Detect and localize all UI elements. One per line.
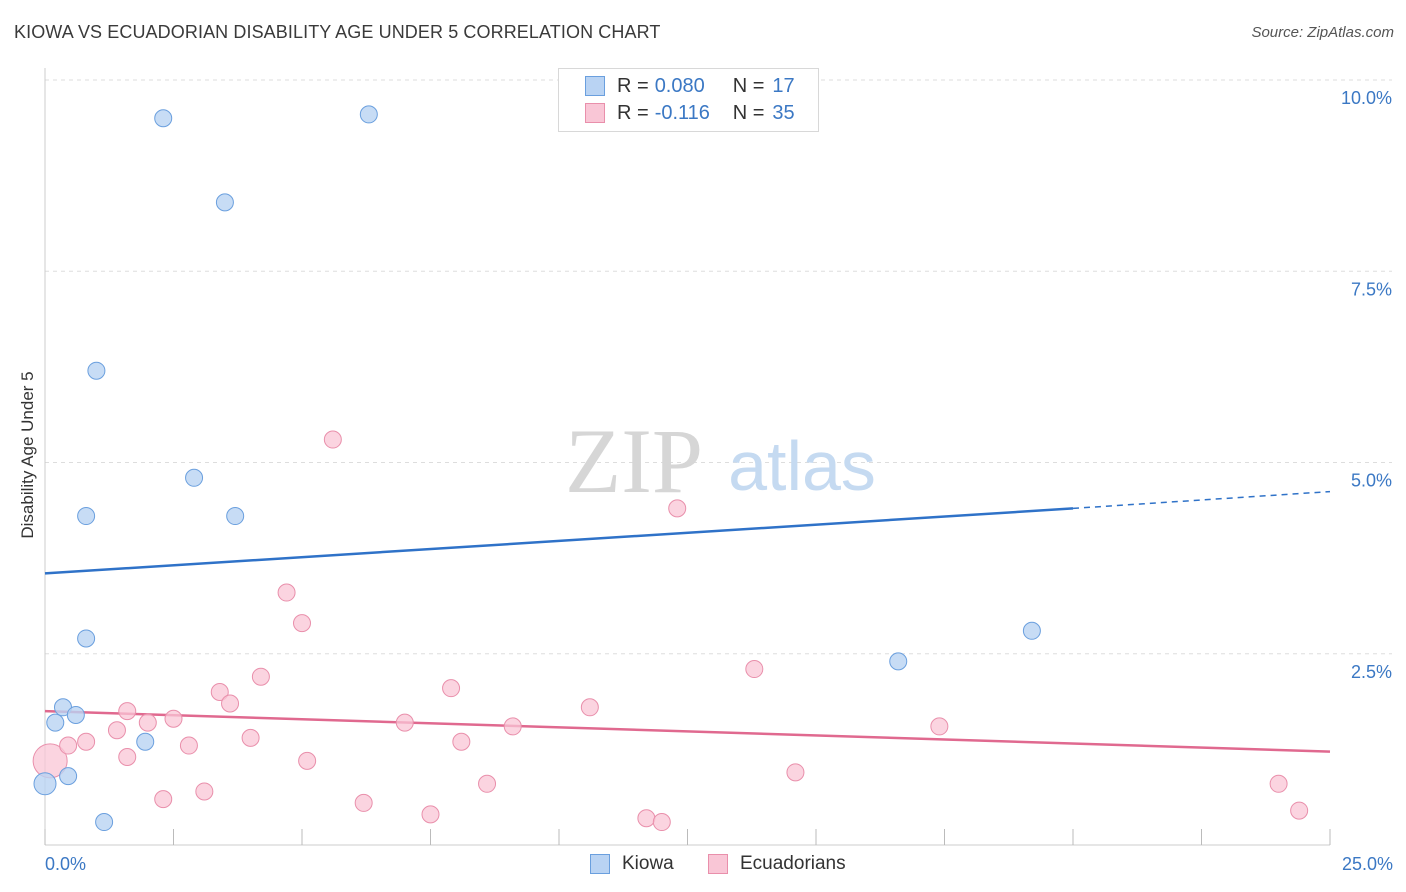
legend-r-value: 0.080 [654, 74, 705, 97]
ecuadorian-point [1269, 774, 1288, 793]
source-credit: Source: ZipAtlas.com [1251, 24, 1394, 41]
bottom-legend-label-kiowa: Kiowa [622, 853, 674, 874]
x-tick-label: 25.0% [1342, 854, 1393, 874]
kiowa-point [359, 105, 378, 124]
chart-title: KIOWA VS ECUADORIAN DISABILITY AGE UNDER… [14, 22, 661, 42]
ecuadorian-point [442, 679, 461, 698]
stats-legend: R = 0.080 N = 17 R = -0.116 N = 35 [558, 68, 819, 132]
ecuadorian-point [668, 499, 687, 518]
kiowa-trend-extension [1072, 490, 1331, 510]
ecuadorian-point [293, 614, 311, 633]
y-tick-label: 7.5% [1351, 279, 1392, 299]
kiowa-point [46, 713, 65, 732]
ecuadorian-point [59, 736, 78, 755]
kiowa-trend-line [44, 507, 1074, 575]
kiowa-point [185, 468, 204, 487]
ecuadorian-point [118, 748, 137, 767]
kiowa-point [59, 767, 78, 786]
legend-n-value: 35 [772, 101, 795, 124]
legend-swatch-kiowa [585, 76, 605, 96]
legend-row-ecuadorians: R = -0.116 N = 35 [585, 101, 795, 125]
legend-n-label: N = [732, 74, 765, 97]
legend-n-value: 17 [772, 74, 795, 97]
ecuadorian-point [503, 717, 522, 736]
tick-label-layer: 2.5% 5.0% 7.5% 10.0% 0.0% 25.0% [45, 88, 1393, 874]
legend-r-value: -0.116 [654, 101, 710, 124]
kiowa-point [215, 193, 234, 212]
ecuadorian-point [179, 736, 198, 755]
ecuadorian-point [118, 702, 137, 721]
bottom-legend-kiowa: Kiowa [590, 852, 674, 876]
bottom-legend-label-ecuadorians: Ecuadorians [740, 853, 846, 874]
kiowa-point [33, 772, 57, 796]
ecuadorian-point [298, 751, 317, 770]
ecuadorian-point [421, 805, 440, 824]
y-tick-label: 2.5% [1351, 662, 1392, 682]
bottom-legend-swatch-ecuadorians [708, 854, 728, 874]
ecuadorian-point [1290, 801, 1309, 820]
bottom-legend-ecuadorians: Ecuadorians [708, 852, 846, 876]
ecuadorian-point [323, 430, 342, 449]
kiowa-point [226, 507, 245, 526]
ecuadorian-point [637, 809, 656, 828]
points-layer [32, 105, 1309, 832]
ecuadorian-point [251, 667, 270, 686]
legend-r-label: R = [617, 101, 649, 124]
ecuadorian-point [652, 813, 671, 832]
grid-layer [45, 79, 1392, 655]
ecuadorian-point [580, 698, 599, 717]
legend-n-label: N = [732, 101, 765, 124]
kiowa-point [77, 507, 96, 526]
ecuadorian-point [210, 683, 229, 701]
ecuadorian-point [745, 660, 764, 679]
watermark-atlas: atlas [728, 427, 876, 505]
trend-layer [44, 490, 1331, 753]
kiowa-point [66, 705, 85, 724]
ecuadorian-point [154, 790, 173, 809]
ecuadorian-point [77, 732, 96, 751]
kiowa-point [77, 629, 96, 648]
ecuadorian-point [478, 774, 497, 793]
ecuadorian-point [195, 782, 214, 801]
ecuadorian-point [107, 721, 126, 740]
bottom-legend-swatch-kiowa [590, 854, 610, 874]
kiowa-point [889, 652, 908, 671]
y-tick-label: 5.0% [1351, 471, 1392, 491]
watermark: ZIP atlas [565, 410, 876, 512]
x-tick-label: 0.0% [45, 854, 86, 874]
ecuadorian-point [452, 732, 471, 751]
ecuadorian-point [241, 728, 260, 747]
ecuadorian-point [277, 583, 296, 602]
axis-layer [44, 68, 1331, 846]
ecuadorian-point [138, 713, 157, 732]
ecuadorian-point [930, 717, 949, 736]
legend-swatch-ecuadorians [585, 103, 605, 123]
kiowa-point [87, 361, 106, 380]
ecuadorian-point [354, 793, 373, 812]
legend-row-kiowa: R = 0.080 N = 17 [585, 74, 795, 98]
kiowa-point [1022, 621, 1041, 640]
ecuadorian-point [786, 763, 805, 782]
watermark-zip: ZIP [565, 410, 703, 512]
kiowa-point [136, 732, 155, 751]
kiowa-point [154, 109, 173, 128]
ecuadorian-point [395, 713, 414, 732]
ecuadorian-point [164, 709, 183, 728]
kiowa-point [95, 813, 114, 832]
y-axis-label: Disability Age Under 5 [18, 371, 37, 538]
ecuadorian-point [221, 694, 240, 713]
y-tick-label: 10.0% [1341, 88, 1392, 108]
ecuadorian-trend-line [44, 709, 1331, 753]
legend-r-label: R = [617, 74, 649, 97]
